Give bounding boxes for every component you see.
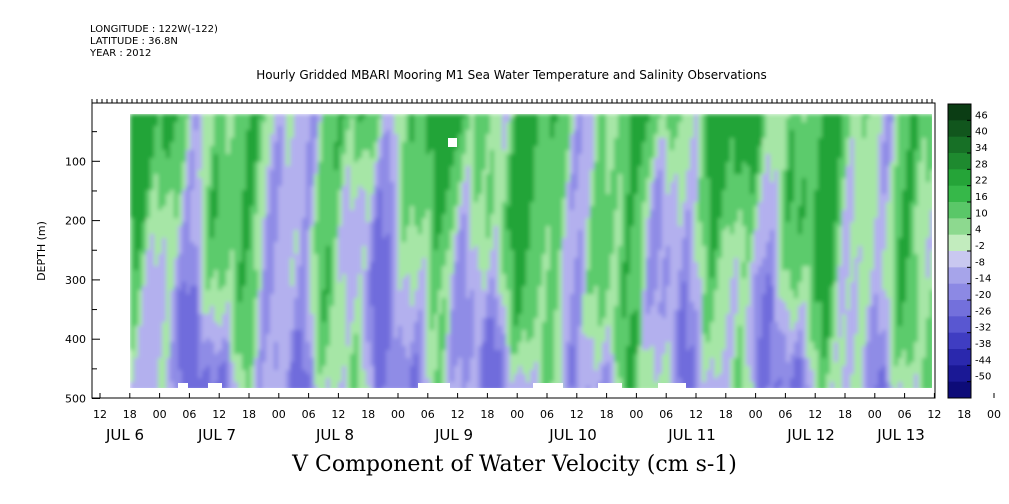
x-day-label: JUL 12	[786, 426, 835, 444]
colorbar-label: -2	[975, 241, 985, 252]
colorbar-label: -14	[975, 274, 991, 285]
colorbar-swatch	[948, 153, 971, 170]
y-tick-label: 100	[65, 155, 86, 168]
y-tick-label: 200	[65, 215, 86, 228]
x-axis-label: V Component of Water Velocity (cm s-1)	[292, 452, 737, 477]
colorbar-swatch	[948, 365, 971, 383]
x-hour-label: 00	[391, 408, 405, 421]
x-hour-label: 18	[123, 408, 137, 421]
y-tick-label: 500	[65, 393, 86, 406]
colorbar-swatch	[948, 136, 971, 154]
x-axis-label-wrapper: V Component of Water Velocity (cm s-1)	[0, 452, 1009, 477]
colorbar-label: 4	[975, 225, 981, 236]
x-hour-label: 00	[987, 408, 1001, 421]
longitude-label: LONGITUDE : 122W(-122)	[90, 24, 218, 35]
colorbar-swatch	[948, 185, 971, 203]
x-day-label: JUL 7	[197, 426, 236, 444]
colorbar: 46 40 34 28 22 16 10 4 -2 -8 -14 -20 -26 -32 -38 -44 -50	[947, 103, 991, 399]
colorbar-label: 40	[975, 127, 988, 138]
x-hour-label: 18	[361, 408, 375, 421]
x-hour-label: 00	[510, 408, 524, 421]
colorbar-label: 16	[975, 192, 988, 203]
location-metadata: LONGITUDE : 122W(-122) LATITUDE : 36.8N …	[90, 24, 218, 60]
colorbar-swatch	[948, 300, 971, 317]
x-day-label: JUL 13	[876, 426, 925, 444]
colorbar-swatch	[948, 120, 971, 138]
x-hour-label: 00	[749, 408, 763, 421]
colorbar-label: 10	[975, 208, 988, 219]
colorbar-swatch	[948, 283, 971, 301]
x-hour-label: 00	[272, 408, 286, 421]
y-tick-label: 300	[65, 274, 86, 287]
colorbar-swatch	[948, 267, 971, 285]
x-hour-label: 12	[451, 408, 465, 421]
colorbar-label: -32	[975, 323, 991, 334]
x-hour-label: 12	[927, 408, 941, 421]
x-hour-label: 00	[868, 408, 882, 421]
x-hour-label: 18	[957, 408, 971, 421]
x-hour-label: 12	[689, 408, 703, 421]
x-day-label: JUL 8	[315, 426, 354, 444]
colorbar-label: 22	[975, 176, 988, 187]
x-day-label: JUL 10	[548, 426, 597, 444]
x-hour-label: 12	[808, 408, 822, 421]
y-tick-label: 400	[65, 333, 86, 346]
colorbar-label: -26	[975, 306, 991, 317]
x-day-label: JUL 11	[667, 426, 716, 444]
x-hour-label: 18	[600, 408, 614, 421]
x-axis: 12 18 00 06 12 18 00 06 12 18 00 06 12 18 00 06 12 18 00 06…	[93, 393, 1001, 444]
colorbar-label: 34	[975, 143, 988, 154]
x-hour-label: 06	[302, 408, 316, 421]
colorbar-swatch	[948, 316, 971, 334]
chart-title-wrapper: Hourly Gridded MBARI Mooring M1 Sea Wate…	[0, 68, 1009, 82]
chart-title: Hourly Gridded MBARI Mooring M1 Sea Wate…	[256, 68, 767, 82]
colorbar-label: 46	[975, 110, 988, 121]
y-axis: 100 200 300 400 500	[65, 131, 100, 406]
x-hour-label: 18	[838, 408, 852, 421]
colorbar-swatch	[948, 251, 971, 268]
colorbar-swatch	[948, 381, 971, 399]
x-hour-label: 12	[570, 408, 584, 421]
y-axis-label: DEPTH (m)	[35, 221, 48, 281]
x-hour-label: 06	[540, 408, 554, 421]
colorbar-swatch	[948, 349, 971, 366]
x-day-label: JUL 6	[105, 426, 144, 444]
x-hour-label: 06	[898, 408, 912, 421]
colorbar-swatch	[948, 332, 971, 350]
colorbar-label: -44	[975, 355, 991, 366]
x-hour-label: 12	[212, 408, 226, 421]
colorbar-swatch	[948, 104, 971, 121]
colorbar-label: -50	[975, 372, 991, 383]
x-hour-label: 06	[182, 408, 196, 421]
x-day-label: JUL 9	[434, 426, 473, 444]
colorbar-label: -38	[975, 339, 991, 350]
x-hour-label: 18	[480, 408, 494, 421]
latitude-label: LATITUDE : 36.8N	[90, 36, 178, 47]
x-hour-label: 12	[93, 408, 107, 421]
colorbar-swatch	[948, 202, 971, 219]
colorbar-label: 28	[975, 159, 988, 170]
x-hour-label: 00	[629, 408, 643, 421]
colorbar-label: -20	[975, 290, 991, 301]
x-hour-label: 06	[659, 408, 673, 421]
heatmap-field	[130, 114, 932, 388]
x-hour-label: 12	[331, 408, 345, 421]
x-hour-label: 18	[242, 408, 256, 421]
colorbar-swatch	[948, 218, 971, 236]
colorbar-label: -8	[975, 257, 985, 268]
colorbar-swatch	[948, 169, 971, 187]
year-label: YEAR : 2012	[90, 48, 152, 59]
x-hour-label: 18	[719, 408, 733, 421]
x-hour-label: 06	[421, 408, 435, 421]
x-hour-label: 06	[778, 408, 792, 421]
colorbar-swatch	[948, 234, 971, 252]
x-hour-label: 00	[153, 408, 167, 421]
